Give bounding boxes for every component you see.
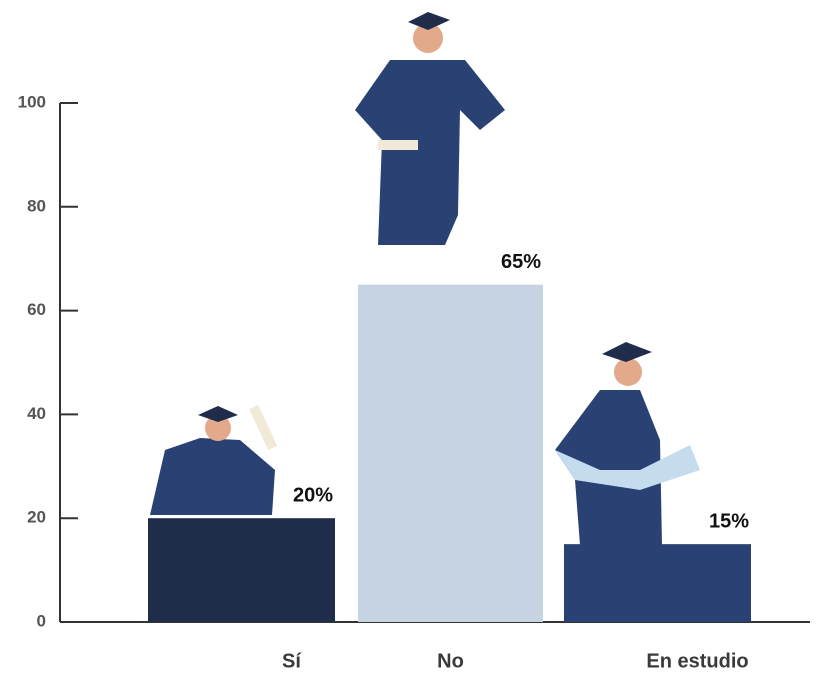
bar bbox=[148, 518, 335, 622]
y-tick-label: 20 bbox=[27, 508, 46, 527]
bar bbox=[564, 544, 751, 622]
value-label: 20% bbox=[293, 484, 333, 506]
category-label: Sí bbox=[282, 650, 302, 672]
value-label: 15% bbox=[709, 510, 749, 532]
y-tick-label: 60 bbox=[27, 300, 46, 319]
y-tick-label: 40 bbox=[27, 404, 46, 423]
y-tick-label: 80 bbox=[27, 196, 46, 215]
y-tick-label: 100 bbox=[18, 92, 46, 111]
category-label: En estudio bbox=[646, 650, 748, 672]
y-tick-label: 0 bbox=[37, 611, 46, 630]
bar bbox=[358, 284, 543, 622]
decoration bbox=[150, 12, 700, 545]
value-label: 65% bbox=[501, 251, 541, 273]
category-label: No bbox=[437, 650, 464, 672]
